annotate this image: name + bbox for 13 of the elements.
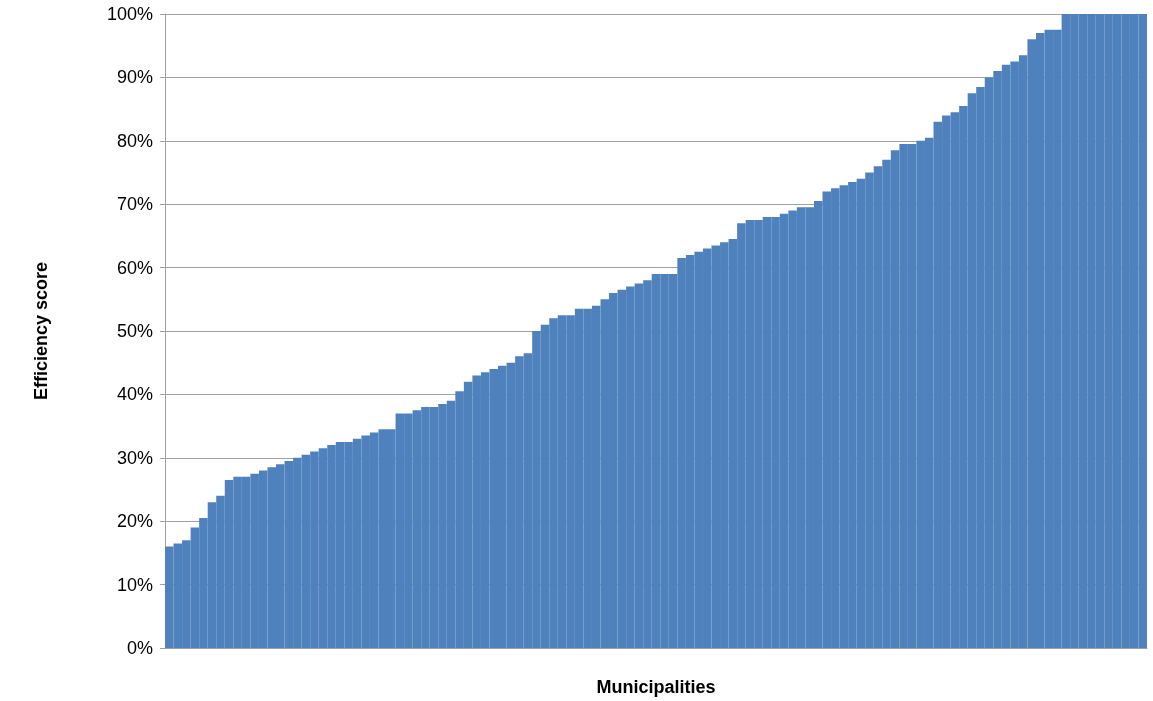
x-axis-title: Municipalities — [596, 677, 716, 697]
y-tick-label: 40% — [116, 384, 153, 405]
y-tick-label: 70% — [116, 194, 153, 215]
y-tick-label: 0% — [126, 638, 153, 658]
y-axis-title: Efficiency score — [31, 261, 51, 401]
y-tick-label: 10% — [116, 574, 153, 595]
y-tick-label: 100% — [106, 4, 153, 24]
y-tick-label: 80% — [116, 130, 153, 151]
y-tick-label: 90% — [116, 67, 153, 88]
y-tick-label: 50% — [116, 321, 153, 341]
y-tick-label: 20% — [116, 511, 153, 532]
y-tick-label: 30% — [116, 447, 153, 468]
y-tick-label: 60% — [116, 257, 153, 278]
